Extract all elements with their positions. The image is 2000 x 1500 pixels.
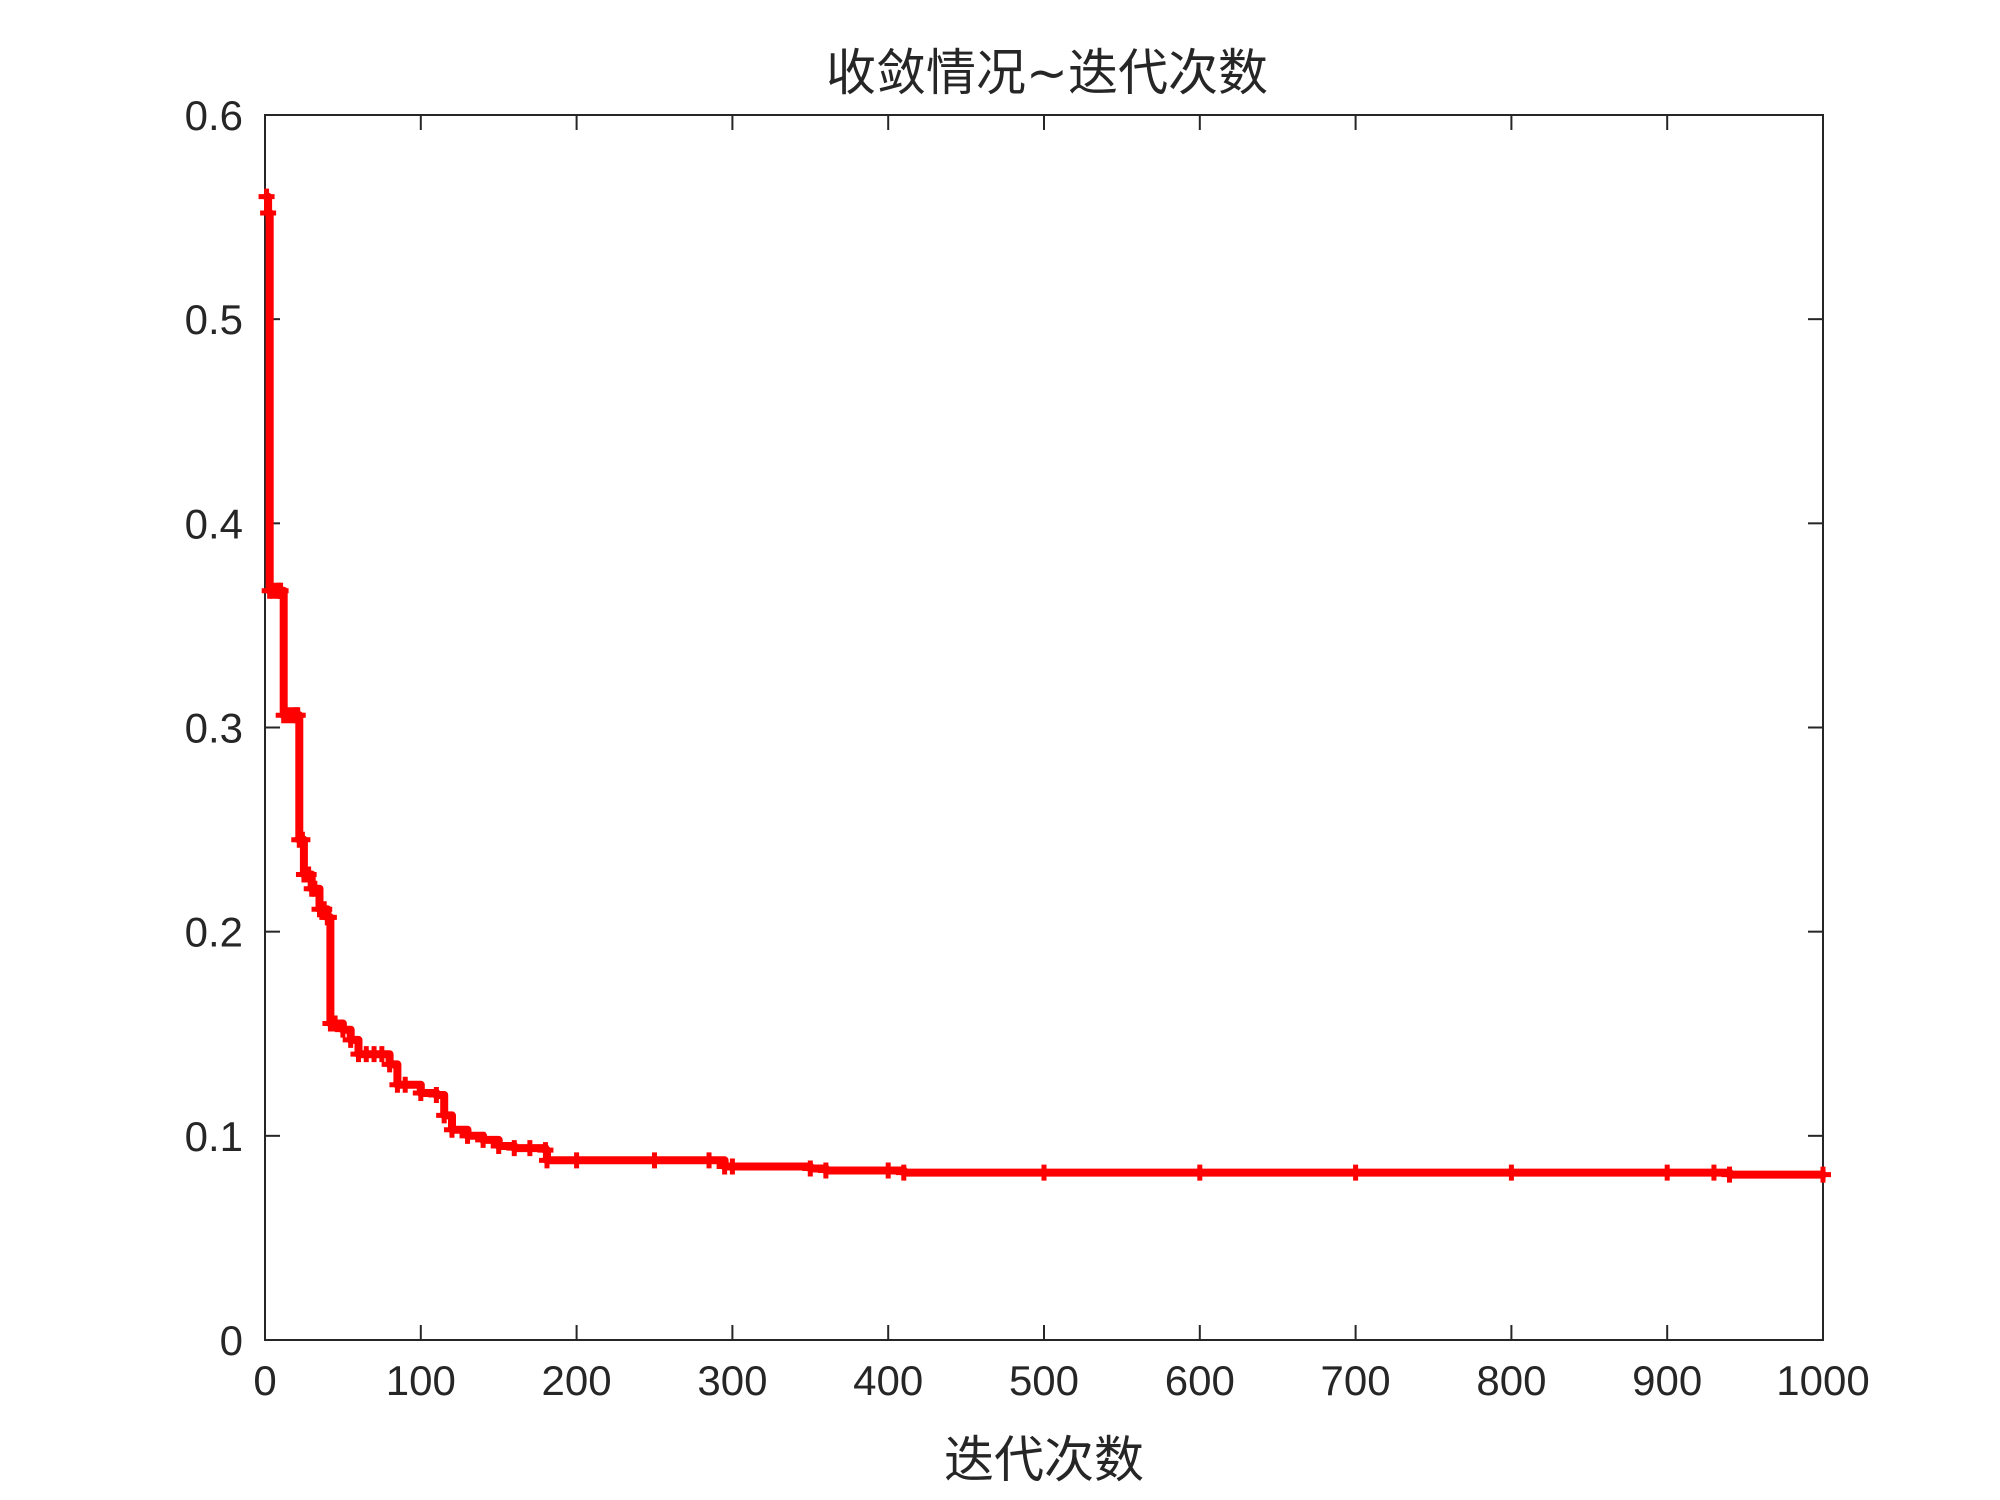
series-layer — [258, 188, 1831, 1183]
data-point-marker — [724, 1158, 741, 1175]
x-axis-ticks: 0 100 200 300 400 500 600 700 800 900 1000 — [253, 115, 1870, 1404]
data-point-marker — [880, 1162, 897, 1179]
y-tick-label: 0.1 — [185, 1113, 243, 1160]
data-point-marker — [260, 205, 277, 221]
data-point-marker — [258, 188, 275, 205]
y-tick-label: 0.2 — [185, 909, 243, 956]
y-tick-label: 0 — [220, 1317, 243, 1364]
data-point-marker — [428, 1087, 445, 1103]
data-point-marker — [342, 1031, 359, 1048]
data-point-marker — [459, 1127, 476, 1144]
data-point-marker — [316, 901, 333, 918]
data-point-marker — [802, 1160, 819, 1177]
data-point-marker — [412, 1084, 429, 1101]
x-tick-label: 0 — [253, 1357, 276, 1404]
data-point-marker — [568, 1152, 585, 1169]
x-tick-label: 100 — [386, 1357, 456, 1404]
y-tick-label: 0.5 — [185, 296, 243, 343]
data-point-marker — [1705, 1164, 1722, 1181]
data-point-marker — [294, 831, 311, 848]
data-point-marker — [320, 909, 337, 926]
x-tick-label: 600 — [1165, 1357, 1235, 1404]
data-point-marker — [1815, 1166, 1831, 1183]
data-point-marker — [334, 1021, 351, 1038]
data-point-marker — [646, 1152, 663, 1169]
x-tick-label: 500 — [1009, 1357, 1079, 1404]
data-point-marker — [397, 1076, 414, 1093]
data-point-marker — [443, 1121, 460, 1138]
axes-box — [264, 114, 1824, 1341]
chart-title: 收敛情况~迭代次数 — [826, 44, 1268, 102]
x-tick-label: 300 — [697, 1357, 767, 1404]
data-point-marker — [1347, 1164, 1364, 1181]
data-point-marker — [373, 1046, 390, 1063]
data-point-marker — [490, 1138, 507, 1155]
data-point-marker — [272, 582, 289, 599]
data-point-marker — [701, 1152, 718, 1169]
x-tick-label: 700 — [1321, 1357, 1391, 1404]
y-tick-label: 0.3 — [185, 705, 243, 752]
data-point-marker — [521, 1140, 538, 1157]
x-axis-label: 迭代次数 — [944, 1431, 1144, 1489]
data-point-marker — [306, 880, 323, 897]
data-point-marker — [475, 1131, 492, 1148]
data-point-marker — [817, 1162, 834, 1179]
data-point-marker — [381, 1056, 398, 1073]
data-point-marker — [1036, 1164, 1052, 1181]
x-tick-label: 400 — [853, 1357, 923, 1404]
x-tick-label: 800 — [1476, 1357, 1546, 1404]
data-point-marker — [1191, 1164, 1208, 1181]
data-point-marker — [436, 1107, 453, 1124]
data-point-marker — [538, 1152, 555, 1169]
data-point-marker — [1503, 1164, 1520, 1181]
x-tick-label: 200 — [542, 1357, 612, 1404]
data-point-marker — [289, 707, 306, 724]
plot-area: 0 100 200 300 400 500 600 700 800 900 1000 0 0.1 0.2… — [185, 92, 1870, 1404]
y-tick-label: 0.6 — [185, 92, 243, 139]
x-tick-label: 900 — [1632, 1357, 1702, 1404]
y-tick-label: 0.4 — [185, 500, 243, 547]
data-point-marker — [895, 1164, 912, 1181]
x-tick-label: 1000 — [1776, 1357, 1869, 1404]
data-point-marker — [506, 1140, 523, 1157]
data-point-marker — [300, 866, 317, 883]
data-point-marker — [1659, 1164, 1676, 1181]
data-point-marker — [1721, 1166, 1738, 1183]
y-axis-ticks: 0 0.1 0.2 0.3 0.4 0.5 0.6 — [185, 92, 1823, 1364]
